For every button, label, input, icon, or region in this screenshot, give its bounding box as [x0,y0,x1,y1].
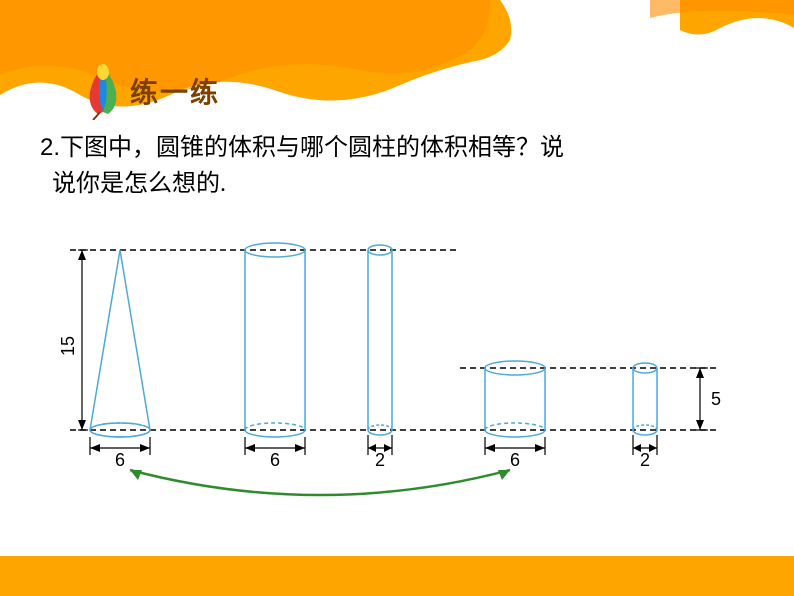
height-dim-15: 15 [58,250,88,430]
section-title: 练一练 [78,62,220,120]
svg-text:6: 6 [115,450,125,470]
cylinder-4 [633,363,657,435]
svg-text:2: 2 [640,450,650,470]
question-line2: 说你是怎么想的. [52,171,226,197]
question-number: 2. [40,134,60,161]
cyl2-width-dim: 2 [368,435,392,470]
svg-text:2: 2 [375,450,385,470]
svg-text:6: 6 [510,450,520,470]
cylinder-2 [368,245,392,435]
cone-width-dim: 6 [90,437,150,470]
height-dim-5: 5 [695,368,721,430]
feather-icon [78,62,128,120]
title-text: 练一练 [130,71,220,111]
cylinder-1 [245,243,305,437]
footer-bar [0,556,794,596]
cyl3-width-dim: 6 [485,437,545,470]
svg-text:15: 15 [58,336,78,356]
question-line1: 下图中，圆锥的体积与哪个圆柱的体积相等？说 [60,135,564,161]
cylinder-3 [485,361,545,437]
question-text: 2.下图中，圆锥的体积与哪个圆柱的体积相等？说 说你是怎么想的. [40,130,740,202]
svg-text:5: 5 [711,389,721,409]
svg-text:6: 6 [270,450,280,470]
geometry-diagram: 15 5 6 6 [40,230,760,500]
cyl4-width-dim: 2 [633,435,657,470]
answer-arrow [130,470,510,495]
cyl1-width-dim: 6 [245,437,305,470]
cone-shape [90,250,150,437]
